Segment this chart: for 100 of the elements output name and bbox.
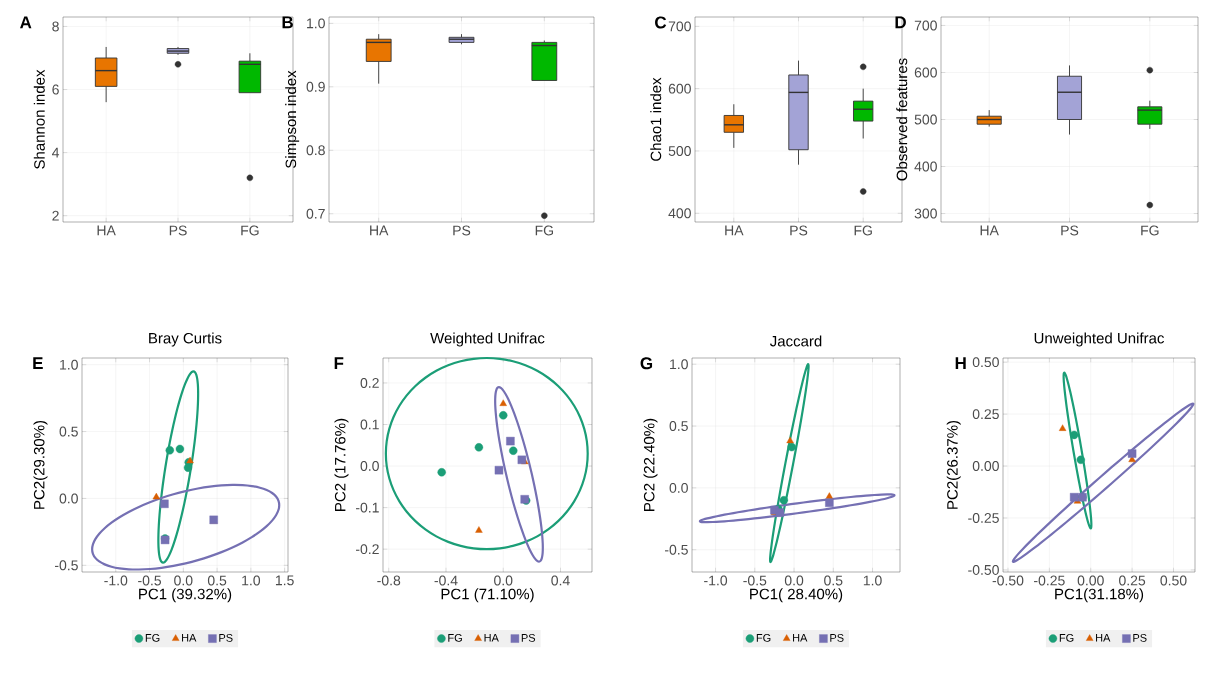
x-tick-label: 0.0 <box>494 575 513 586</box>
x-tick-label: PS <box>453 225 471 236</box>
x-tick-label: 0.5 <box>824 575 843 586</box>
x-tick-label: 0.5 <box>207 575 227 586</box>
x-axis-title: PC1 (39.32%) <box>139 588 232 603</box>
y-tick-label: -0.2 <box>355 544 379 555</box>
x-tick-label: -1.0 <box>104 575 128 586</box>
x-tick-label: PS <box>790 225 808 236</box>
y-tick-label: 700 <box>914 20 937 31</box>
y-tick-label: -0.25 <box>968 513 999 523</box>
y-tick-label: 0.5 <box>59 426 78 437</box>
legend-label: HA <box>793 634 808 642</box>
legend-label: HA <box>1096 634 1111 642</box>
x-tick-label: HA <box>97 225 116 236</box>
y-tick-label: 0.0 <box>669 482 688 493</box>
x-tick-label: 0.25 <box>1119 575 1146 586</box>
x-axis-title: PC1 (71.10%) <box>441 588 534 603</box>
y-tick-label: 0.5 <box>669 421 688 431</box>
x-tick-label: PS <box>1061 225 1079 236</box>
legend-label: HA <box>182 634 197 642</box>
chart-title: Bray Curtis <box>149 332 222 347</box>
x-tick-label: 1.5 <box>275 575 294 586</box>
y-tick-label: 400 <box>914 161 937 172</box>
y-tick-label: 0.7 <box>306 208 325 219</box>
y-tick-label: 1.0 <box>307 18 325 29</box>
y-axis-title: PC2(26.37%) <box>946 420 961 509</box>
legend-label: FG <box>756 634 771 642</box>
text: E <box>33 357 43 369</box>
x-tick-label: 0.0 <box>784 575 804 586</box>
y-tick-label: 300 <box>914 208 937 219</box>
y-axis-title: PC2 (17.76%) <box>334 418 349 511</box>
y-tick-label: 1.0 <box>60 359 78 370</box>
x-tick-label: -0.5 <box>743 575 767 586</box>
legend-label: FG <box>1059 634 1074 642</box>
x-tick-label: 1.0 <box>242 575 261 586</box>
y-tick-label: 0.2 <box>360 377 379 388</box>
x-tick-label: FG <box>1141 225 1159 236</box>
y-axis-title: Chao1 index <box>650 77 662 161</box>
y-tick-label: 0.8 <box>306 145 325 156</box>
x-tick-label: PS <box>169 225 187 236</box>
chart-title: Jaccard <box>769 335 822 347</box>
x-tick-label: -0.25 <box>1034 575 1065 586</box>
y-tick-label: 500 <box>914 114 937 125</box>
text: A <box>20 16 32 29</box>
y-tick-label: 700 <box>668 21 691 32</box>
x-tick-label: 1.0 <box>863 575 882 586</box>
legend-label: PS <box>830 634 844 642</box>
y-tick-label: 4 <box>52 147 60 158</box>
y-tick-label: 400 <box>668 208 691 219</box>
y-tick-label: -0.1 <box>355 502 379 513</box>
x-tick-label: HA <box>980 225 999 236</box>
y-axis-title: PC2(29.30%) <box>33 420 48 509</box>
x-tick-label: 0.50 <box>1160 575 1187 586</box>
y-tick-label: 600 <box>914 67 937 78</box>
x-tick-label: -0.8 <box>377 575 401 586</box>
x-tick-label: 0.00 <box>1077 575 1104 586</box>
y-tick-label: -0.5 <box>54 560 78 571</box>
y-tick-label: 0.1 <box>360 419 379 430</box>
y-tick-label: 0.00 <box>972 461 999 472</box>
y-tick-label: 0.50 <box>972 357 999 368</box>
x-tick-label: -0.4 <box>434 575 458 586</box>
y-axis-title: Observed features <box>896 58 908 181</box>
y-tick-label: 500 <box>668 146 691 156</box>
chart-title: Unweighted Unifrac <box>1034 332 1165 347</box>
legend-label: PS <box>219 634 233 642</box>
legend-label: PS <box>521 634 536 642</box>
legend-label: PS <box>1133 634 1147 642</box>
x-tick-label: 0.0 <box>174 575 193 586</box>
x-tick-label: -0.5 <box>138 575 162 586</box>
y-tick-label: 0.0 <box>360 461 379 472</box>
y-tick-label: 2 <box>52 210 59 221</box>
annotation: B <box>282 16 293 29</box>
y-axis-title: Simpson index <box>285 70 300 169</box>
legend-label: FG <box>448 634 462 642</box>
annotation: D <box>895 16 906 29</box>
x-tick-label: 0.4 <box>551 575 570 586</box>
legend-label: HA <box>484 634 499 642</box>
text: C <box>655 16 667 29</box>
y-axis-title: PC2 (22.40%) <box>643 418 658 511</box>
x-tick-label: FG <box>854 225 872 236</box>
y-tick-label: -0.50 <box>968 564 999 575</box>
x-tick-label: FG <box>241 225 259 236</box>
y-axis-title: Shannon index <box>33 69 45 169</box>
x-tick-label: HA <box>725 225 744 236</box>
text: F <box>334 357 344 369</box>
y-tick-label: -0.5 <box>664 544 688 555</box>
y-tick-label: 6 <box>52 84 59 95</box>
x-tick-label: -1.0 <box>704 575 728 586</box>
chart-title: Weighted Unifrac <box>430 332 545 347</box>
x-tick-label: FG <box>535 225 553 236</box>
legend-label: FG <box>145 634 160 642</box>
x-axis-title: PC1( 28.40%) <box>750 588 843 603</box>
text: H <box>955 357 966 369</box>
text: G <box>640 357 653 370</box>
y-tick-label: 0.25 <box>972 409 999 420</box>
y-tick-label: 8 <box>52 21 59 32</box>
y-tick-label: 0.0 <box>59 493 78 504</box>
y-tick-label: 1.0 <box>670 359 688 370</box>
x-axis-title: PC1(31.18%) <box>1055 588 1144 603</box>
x-tick-label: -0.50 <box>992 575 1024 586</box>
